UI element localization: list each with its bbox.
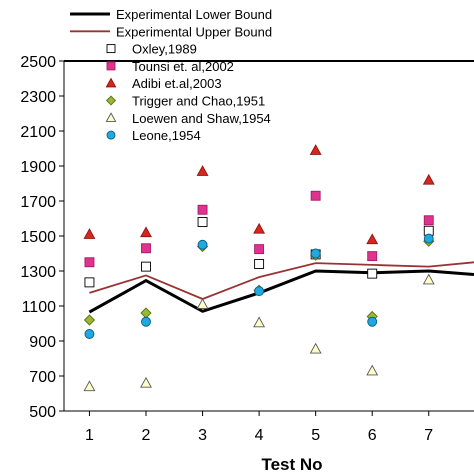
data-point (197, 204, 208, 215)
data-point (367, 251, 378, 262)
data-point (309, 144, 322, 155)
data-point (423, 233, 434, 244)
y-tick-label: 2100 (20, 124, 56, 141)
legend-label: Loewen and Shaw,1954 (132, 111, 271, 126)
legend-item: Loewen and Shaw,1954 (105, 111, 271, 126)
legend-item: Experimental Upper Bound (70, 24, 272, 39)
legend-swatch (106, 61, 116, 71)
data-point (422, 273, 435, 285)
legend-swatch (106, 44, 116, 54)
y-tick-label: 1900 (20, 159, 56, 176)
y-tick-label: 1300 (20, 264, 56, 281)
data-point (253, 222, 266, 234)
data-point (84, 329, 95, 339)
x-tick-label: 7 (424, 427, 433, 444)
data-point (83, 314, 96, 326)
legend-swatch (105, 95, 117, 106)
series-experimental-lower-bound (88, 269, 474, 314)
y-tick-label: 2300 (20, 89, 56, 106)
series-line (88, 269, 474, 314)
legend-label: Experimental Lower Bound (116, 7, 272, 22)
data-point (367, 316, 378, 327)
legend-item: Trigger and Chao,1951 (105, 94, 265, 109)
data-point (422, 173, 435, 185)
data-point (141, 243, 151, 254)
data-point (367, 268, 378, 279)
legend: Experimental Lower Bound Experimental Upp… (70, 7, 272, 143)
legend-label: Leone,1954 (132, 128, 201, 143)
data-point (140, 376, 152, 388)
data-point (366, 364, 379, 376)
data-point (253, 316, 266, 328)
y-tick-label: 500 (29, 404, 56, 421)
data-point (196, 165, 209, 176)
y-tick-label: 900 (29, 334, 56, 351)
series-loewen-and-shaw-1954 (83, 273, 435, 392)
data-point (254, 259, 265, 269)
series-adibi-et-al-2003 (83, 144, 435, 245)
legend-swatch (105, 77, 117, 88)
series-leone-1954 (84, 233, 434, 339)
series-experimental-upper-bound (89, 261, 474, 300)
legend-swatch (106, 130, 116, 140)
data-point (84, 277, 95, 288)
data-point (141, 261, 151, 272)
data-point (196, 298, 209, 309)
data-point (197, 217, 208, 227)
x-tick-label: 4 (255, 427, 264, 444)
data-point (197, 239, 208, 250)
x-tick-label: 5 (311, 427, 320, 444)
y-tick-label: 2500 (20, 54, 56, 71)
legend-item: Tounsi et. al,2002 (106, 59, 234, 74)
data-point (309, 342, 322, 354)
data-point (83, 380, 96, 392)
data-point (254, 286, 265, 297)
series-layer (83, 144, 474, 392)
y-axis: 500 700 900 1100 1300 1500 1700 1900 2100 2300 250… (20, 54, 64, 421)
legend-label: Experimental Upper Bound (116, 24, 272, 39)
data-point (140, 307, 152, 319)
series-tounsi-et-al-2002 (84, 190, 434, 268)
data-point (141, 316, 151, 327)
legend-item: Leone,1954 (106, 128, 201, 143)
data-point (310, 248, 321, 259)
data-point (84, 257, 95, 268)
legend-label: Adibi et.al,2003 (132, 76, 222, 91)
legend-label: Oxley,1989 (132, 42, 197, 57)
y-tick-label: 1100 (22, 299, 57, 316)
y-tick-label: 700 (29, 369, 56, 386)
legend-item: Experimental Lower Bound (70, 7, 272, 22)
y-tick-label: 1700 (20, 194, 56, 211)
x-tick-label: 6 (368, 427, 377, 444)
legend-swatch (105, 112, 117, 122)
x-axis-label: Test No (261, 455, 322, 474)
data-point (83, 228, 96, 239)
x-axis: 1 2 3 4 5 6 7 (85, 411, 433, 444)
y-tick-label: 1500 (20, 229, 56, 246)
data-point (310, 190, 321, 201)
legend-label: Trigger and Chao,1951 (132, 94, 265, 109)
data-point (423, 215, 434, 226)
x-tick-label: 1 (85, 427, 94, 444)
x-tick-label: 3 (198, 427, 207, 444)
data-point (366, 233, 379, 245)
data-point (254, 244, 265, 255)
legend-label: Tounsi et. al,2002 (132, 59, 234, 74)
x-tick-label: 2 (142, 427, 151, 444)
legend-item: Oxley,1989 (106, 42, 197, 57)
legend-item: Adibi et.al,2003 (105, 76, 222, 91)
series-line (89, 261, 474, 300)
data-point (140, 226, 152, 238)
